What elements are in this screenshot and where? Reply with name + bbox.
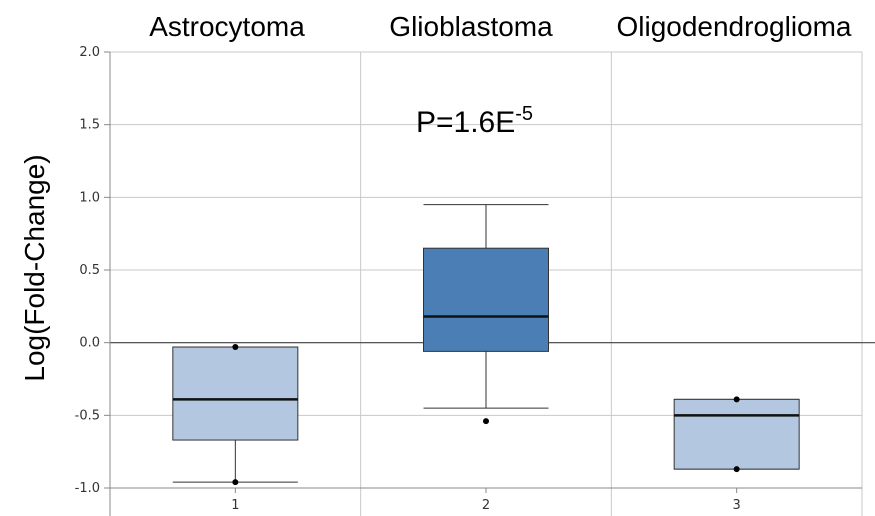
outlier-point-3-0 (733, 466, 740, 473)
y-tick-label-4: 0.0 (79, 336, 100, 351)
y-axis-label: Log(Fold-Change) (19, 154, 50, 381)
y-tick-label-1: 1.5 (79, 118, 100, 133)
box-body-2 (423, 247, 549, 352)
x-tick-label-3: 3 (733, 498, 741, 513)
p-value-exponent: -5 (515, 103, 533, 125)
box-layer (172, 204, 800, 486)
p-value-annotation: P=1.6E-5 (416, 103, 533, 139)
outlier-point-1-0 (232, 479, 239, 486)
p-value-base: P=1.6E (416, 106, 515, 139)
group-title-2: Glioblastoma (389, 11, 553, 42)
box-1 (172, 344, 299, 486)
y-tick-label-5: -0.5 (75, 408, 100, 423)
box-2 (423, 204, 549, 425)
outlier-point-1-1 (232, 344, 239, 351)
x-tick-label-2: 2 (482, 498, 490, 513)
outlier-point-2-0 (483, 418, 489, 425)
box-3 (673, 396, 800, 473)
y-tick-label-6: -1.0 (75, 481, 100, 496)
y-tick-label-2: 1.0 (79, 190, 100, 205)
outlier-point-3-1 (733, 396, 740, 403)
axis-layer: 2.0 1.5 1.0 0.5 0.0 -0.5 -1.0 1 2 3 (75, 45, 862, 516)
box-body-3 (673, 398, 800, 470)
x-tick-label-1: 1 (231, 498, 239, 513)
box-body-1 (172, 346, 299, 441)
group-title-3: Oligodendroglioma (616, 11, 851, 42)
y-tick-label-0: 2.0 (79, 45, 100, 60)
group-title-1: Astrocytoma (149, 11, 305, 42)
y-tick-label-3: 0.5 (79, 263, 100, 278)
